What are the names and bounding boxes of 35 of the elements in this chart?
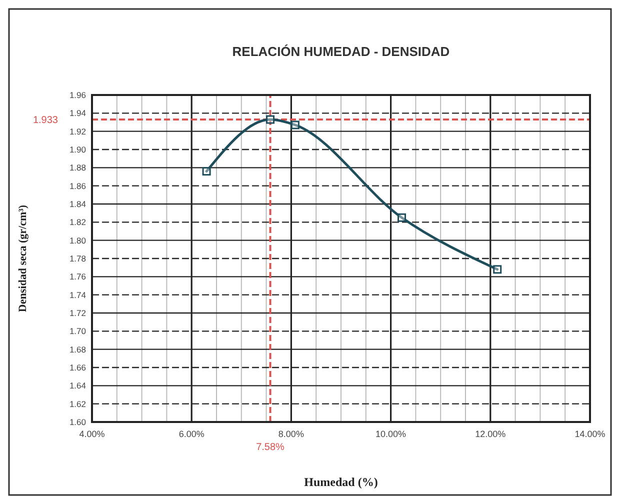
x-tick-label: 10.00% [376,429,406,439]
y-tick-label: 1.62 [69,398,86,409]
x-tick-label: 8.00% [278,429,304,439]
y-tick-label: 1.94 [69,108,86,118]
x-axis-title: Humedad (%) [304,475,378,489]
y-tick-label: 1.80 [69,235,86,246]
x-tick-label: 4.00% [79,429,105,439]
point [398,213,406,222]
x-tick-label: 6.00% [178,429,204,439]
y-tick-label: 1.68 [69,344,86,354]
y-tick-label: 1.78 [69,254,86,264]
point [290,120,300,130]
y-tick-label: 1.96 [69,90,86,100]
point [202,167,211,176]
y-tick-label: 1.88 [69,162,86,173]
y-tick-label: 1.66 [69,362,86,372]
y-tick-label: 1.86 [69,180,86,191]
y-axis-title: Densidad seca (gr/cm³) [17,204,29,312]
point [266,115,275,124]
y-tick-label: 1.64 [69,380,86,391]
x-tick-label: 14.00% [574,429,606,439]
y-tick-label: 1.76 [69,272,86,282]
y-tick-label: 1.70 [69,326,86,336]
y-tick-label: 1.82 [69,217,86,228]
ref-line-label: 1.933 [32,115,58,126]
y-tick-label: 1.60 [69,417,86,427]
ref-line-label: 7.58% [256,442,285,453]
y-tick-label: 1.92 [69,126,86,136]
y-tick-label: 1.90 [69,144,86,154]
y-tick-label: 1.72 [69,308,86,318]
x-tick-label: 12.00% [475,429,506,439]
chart-title: RELACIÓN HUMEDAD - DENSIDAD [232,44,450,59]
y-tick-label: 1.74 [69,290,86,300]
point [493,265,502,274]
y-tick-label: 1.84 [69,199,86,209]
